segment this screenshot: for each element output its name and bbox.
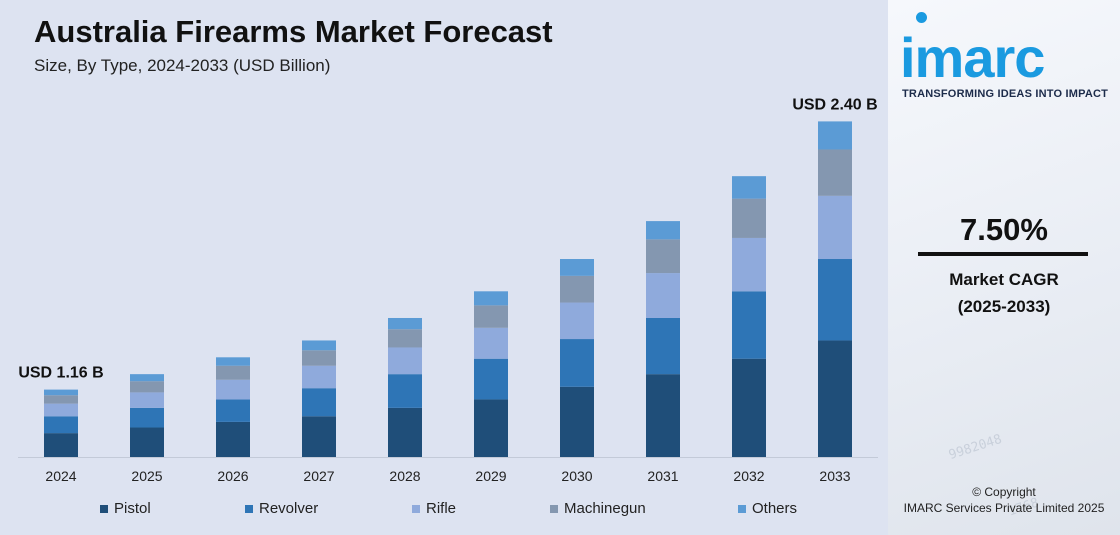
bar-segment-pistol: [216, 421, 250, 457]
bar-segment-rifle: [560, 302, 594, 340]
chart-subtitle: Size, By Type, 2024-2033 (USD Billion): [34, 56, 331, 75]
legend-label: Revolver: [259, 500, 319, 517]
bar-segment-pistol: [130, 427, 164, 457]
legend-item-revolver: Revolver: [245, 500, 318, 517]
legend-label: Others: [752, 500, 798, 517]
bar-segment-revolver: [818, 259, 852, 341]
bar-segment-rifle: [216, 379, 250, 400]
bar-segment-machinegun: [646, 239, 680, 274]
decorative-background: 9982048: [947, 431, 1004, 464]
company-name: IMARC Services Private Limited 2025: [903, 501, 1105, 515]
legend-swatch: [100, 504, 108, 513]
x-tick-label: 2024: [45, 468, 76, 484]
bar-segment-others: [732, 176, 766, 199]
cagr-label: Market CAGR: [949, 270, 1059, 289]
bar-segment-revolver: [732, 291, 766, 359]
legend-label: Pistol: [114, 500, 151, 517]
bar-segment-revolver: [130, 407, 164, 428]
bar-segment-rifle: [302, 365, 336, 389]
cagr-period: (2025-2033): [957, 297, 1051, 316]
bar-segment-machinegun: [302, 350, 336, 366]
bar-segment-others: [474, 291, 508, 306]
brand-sidebar: 9982048 1768 imarc TRANSFORMING IDEAS IN…: [888, 0, 1120, 535]
legend-swatch: [412, 504, 420, 513]
legend-label: Rifle: [426, 500, 457, 517]
bar-segment-rifle: [646, 273, 680, 318]
x-tick-label: 2031: [647, 468, 678, 484]
bar-segment-rifle: [474, 327, 508, 359]
bar-segment-rifle: [732, 237, 766, 292]
x-tick-label: 2030: [561, 468, 592, 484]
bar-segment-machinegun: [560, 275, 594, 303]
bar-segment-revolver: [560, 339, 594, 387]
bar-segment-revolver: [216, 399, 250, 422]
cagr-divider: [918, 252, 1088, 256]
bar-segment-pistol: [732, 358, 766, 457]
bar-segment-machinegun: [732, 198, 766, 238]
bar-segment-others: [388, 317, 422, 330]
bar-segment-others: [818, 121, 852, 150]
bar-segment-others: [44, 389, 78, 396]
bar-segment-rifle: [130, 392, 164, 408]
bar-segment-machinegun: [388, 329, 422, 348]
x-tick-label: 2033: [819, 468, 850, 484]
bar-segment-pistol: [646, 374, 680, 457]
bar-segment-rifle: [818, 195, 852, 260]
bar-segment-pistol: [560, 386, 594, 457]
bar-segment-machinegun: [216, 365, 250, 380]
bar-segment-pistol: [388, 407, 422, 457]
cagr-value: 7.50%: [960, 212, 1048, 247]
x-tick-label: 2032: [733, 468, 764, 484]
bar-segment-others: [216, 357, 250, 366]
legend-item-others: Others: [738, 500, 797, 517]
legend-item-pistol: Pistol: [100, 500, 151, 517]
bar-segment-revolver: [302, 388, 336, 417]
logo-tagline: TRANSFORMING IDEAS INTO IMPACT: [902, 88, 1109, 100]
bar-segment-others: [560, 259, 594, 276]
bar-segment-revolver: [646, 317, 680, 375]
x-tick-label: 2026: [217, 468, 248, 484]
x-tick-label: 2027: [303, 468, 334, 484]
bar-segment-pistol: [302, 416, 336, 457]
bar-segment-others: [130, 374, 164, 382]
copyright-notice: © Copyright: [972, 485, 1036, 499]
logo-wordmark: imarc: [900, 26, 1045, 89]
bar-segment-revolver: [44, 416, 78, 434]
bar-segment-machinegun: [44, 395, 78, 404]
bar-segment-pistol: [818, 340, 852, 457]
chart-title: Australia Firearms Market Forecast: [34, 14, 553, 49]
chart-panel: Australia Firearms Market Forecast Size,…: [0, 0, 888, 535]
x-tick-label: 2025: [131, 468, 162, 484]
imarc-logo: imarc: [900, 12, 1112, 89]
bar-segment-others: [646, 221, 680, 240]
data-label: USD 1.16 B: [18, 365, 103, 382]
logo-dot-icon: [916, 12, 927, 23]
bar-segment-pistol: [474, 399, 508, 457]
bar-segment-machinegun: [130, 381, 164, 393]
legend-item-machinegun: Machinegun: [550, 500, 646, 517]
legend-swatch: [245, 504, 253, 513]
bar-segment-revolver: [474, 358, 508, 400]
bar-segment-others: [302, 340, 336, 351]
bar-segment-revolver: [388, 374, 422, 408]
legend-swatch: [738, 504, 746, 513]
stacked-bar-chart: 2024 2025 2026 2027 2028 2029 2030 2031 2032 2033…: [18, 96, 878, 484]
chart-legend: Pistol Revolver Rifle Machinegun Others: [0, 500, 888, 520]
legend-label: Machinegun: [564, 500, 646, 517]
legend-item-rifle: Rifle: [412, 500, 456, 517]
data-label: USD 2.40 B: [792, 96, 877, 113]
bar-segment-rifle: [44, 403, 78, 417]
x-tick-label: 2029: [475, 468, 506, 484]
bar-segment-machinegun: [818, 149, 852, 196]
legend-swatch: [550, 504, 558, 513]
x-tick-label: 2028: [389, 468, 420, 484]
bar-segment-pistol: [44, 433, 78, 457]
bar-segment-rifle: [388, 347, 422, 375]
bar-segment-machinegun: [474, 305, 508, 328]
